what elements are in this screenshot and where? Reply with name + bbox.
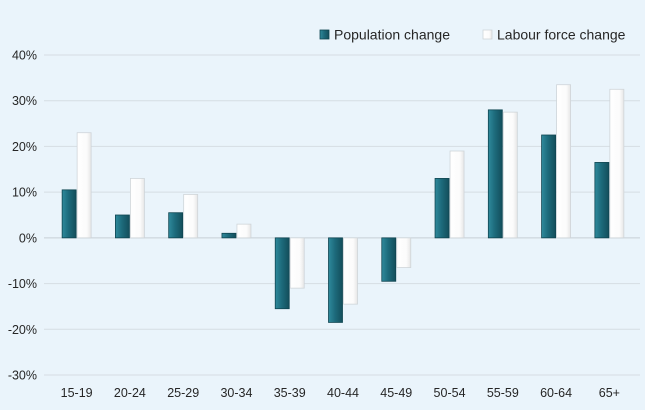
legend-labour-force-change: Labour force change: [482, 27, 626, 43]
y-tick-label: 0%: [19, 231, 37, 245]
bar-labour-force-change: [396, 237, 412, 268]
y-tick-label: 30%: [12, 94, 37, 108]
bar-population-change: [221, 232, 237, 239]
y-tick-label: 20%: [12, 140, 37, 154]
bar-labour-force-change: [609, 88, 625, 239]
legend-population-change: Population change: [319, 27, 450, 43]
x-tick-label: 25-29: [167, 386, 199, 400]
x-tick-label: 60-64: [540, 386, 572, 400]
bars: [61, 84, 625, 323]
bar-labour-force-change: [502, 111, 518, 239]
x-tick-label: 35-39: [274, 386, 306, 400]
bar-population-change: [541, 134, 556, 239]
legend-label: Labour force change: [497, 27, 626, 43]
bar-labour-force-change: [289, 237, 305, 289]
x-tick-label: 55-59: [487, 386, 519, 400]
x-axis-tick-labels: 15-19 20-24 25-29 30-34 35-39 40-44 45-49 50-54…: [61, 386, 620, 400]
bar-labour-force-change: [76, 132, 92, 239]
x-tick-label: 40-44: [327, 386, 359, 400]
bar-population-change: [61, 189, 77, 239]
bar-population-change: [487, 109, 503, 239]
x-tick-label: 65+: [599, 386, 620, 400]
bar-population-change: [168, 212, 184, 239]
x-tick-label: 50-54: [434, 386, 466, 400]
x-tick-label: 20-24: [114, 386, 146, 400]
bar-population-change: [594, 162, 610, 239]
y-tick-label: 40%: [12, 49, 37, 63]
bar-population-change: [381, 237, 397, 282]
y-axis-tick-labels: -30% -20% -10% 0% 10% 20% 30% 40%: [8, 49, 37, 383]
legend-label: Population change: [334, 27, 450, 43]
y-tick-label: -10%: [8, 277, 37, 291]
bar-labour-force-change: [556, 84, 571, 239]
y-tick-label: -20%: [8, 323, 37, 337]
bar-labour-force-change: [183, 194, 199, 239]
bar-population-change: [274, 237, 290, 310]
legend-swatch: [482, 29, 493, 40]
bar-labour-force-change: [236, 223, 252, 239]
y-tick-label: 10%: [12, 186, 37, 200]
bar-labour-force-change: [343, 237, 358, 305]
legend-swatch: [319, 29, 330, 40]
bar-labour-force-change: [130, 178, 145, 239]
legend: Population change Labour force change: [319, 27, 626, 43]
x-tick-label: 45-49: [380, 386, 412, 400]
bar-population-change: [115, 214, 130, 239]
bar-labour-force-change: [449, 150, 465, 239]
y-tick-label: -30%: [8, 369, 37, 383]
x-tick-label: 30-34: [220, 386, 252, 400]
bar-population-change: [328, 237, 343, 323]
bar-population-change: [434, 178, 450, 239]
x-tick-label: 15-19: [61, 386, 93, 400]
